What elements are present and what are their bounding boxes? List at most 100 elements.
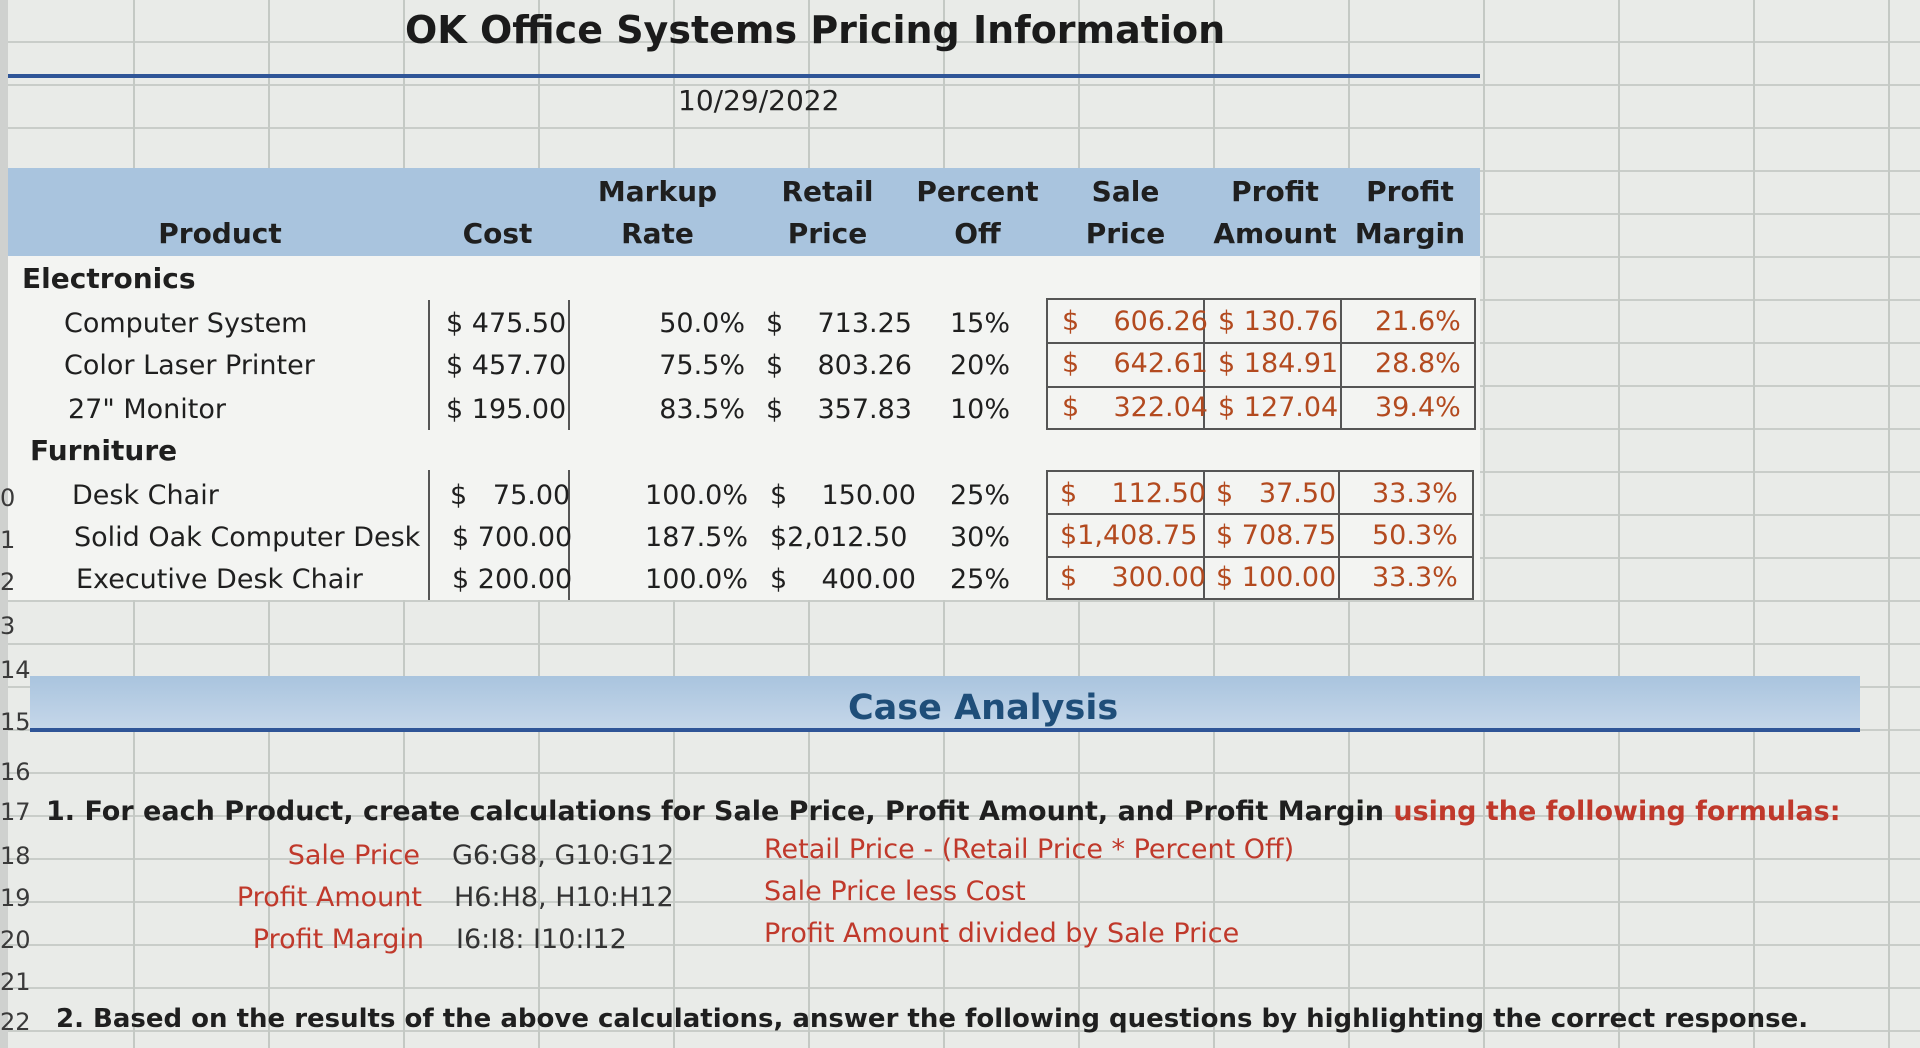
row-number[interactable]: 20 xyxy=(0,926,31,954)
header-sale-1[interactable]: Sale xyxy=(1091,175,1160,208)
cost-cell[interactable]: $ 475.50 xyxy=(446,308,567,339)
percent-cell[interactable]: 15% xyxy=(950,308,1011,339)
formula-description[interactable]: Profit Amount divided by Sale Price xyxy=(764,918,1240,949)
formula-label[interactable]: Profit Amount xyxy=(236,882,422,913)
product-cell[interactable]: Computer System xyxy=(64,308,308,339)
question-1[interactable]: 1. For each Product, create calculations… xyxy=(46,796,1841,827)
header-retail-1[interactable]: Retail xyxy=(781,175,874,208)
question-2[interactable]: 2. Based on the results of the above cal… xyxy=(56,1004,1809,1034)
row-number[interactable]: 1 xyxy=(0,526,16,554)
cost-cell[interactable]: $ 700.00 xyxy=(452,522,573,553)
formula-label[interactable]: Sale Price xyxy=(287,840,420,871)
profit-cell[interactable]: $ 100.00 xyxy=(1216,562,1337,593)
header-product[interactable]: Product xyxy=(158,217,282,250)
header-sale-2[interactable]: Price xyxy=(1085,217,1166,250)
retail-cell[interactable]: $ 713.25 xyxy=(766,308,912,339)
formula-description[interactable]: Retail Price - (Retail Price * Percent O… xyxy=(764,834,1295,865)
percent-cell[interactable]: 30% xyxy=(950,522,1011,553)
retail-cell[interactable]: $2,012.50 xyxy=(770,522,908,553)
product-cell[interactable]: 27" Monitor xyxy=(68,394,226,425)
sale-cell[interactable]: $ 642.61 xyxy=(1062,348,1208,379)
profit-cell[interactable]: $ 37.50 xyxy=(1216,478,1337,509)
margin-cell[interactable]: 28.8% xyxy=(1375,348,1461,379)
profit-cell[interactable]: $ 708.75 xyxy=(1216,520,1337,551)
markup-cell[interactable]: 75.5% xyxy=(659,350,745,381)
product-cell[interactable]: Color Laser Printer xyxy=(64,350,315,381)
cost-cell[interactable]: $ 200.00 xyxy=(452,564,573,595)
header-profit-amount-2[interactable]: Amount xyxy=(1213,217,1337,250)
calc-box-electronics xyxy=(1046,298,1476,430)
report-date[interactable]: 10/29/2022 xyxy=(678,84,840,117)
sale-cell[interactable]: $ 112.50 xyxy=(1060,478,1206,509)
row-number[interactable]: 14 xyxy=(0,656,31,684)
markup-cell[interactable]: 83.5% xyxy=(659,394,745,425)
row-number[interactable]: 0 xyxy=(0,484,16,512)
title-rule xyxy=(8,74,1480,78)
retail-cell[interactable]: $ 150.00 xyxy=(770,480,916,511)
product-cell[interactable]: Desk Chair xyxy=(72,480,219,511)
retail-cell[interactable]: $ 400.00 xyxy=(770,564,916,595)
calc-divider xyxy=(1338,470,1340,600)
sale-cell[interactable]: $ 606.26 xyxy=(1062,306,1208,337)
percent-cell[interactable]: 25% xyxy=(950,480,1011,511)
margin-cell[interactable]: 39.4% xyxy=(1375,392,1461,423)
sale-cell[interactable]: $ 322.04 xyxy=(1062,392,1208,423)
category-furniture[interactable]: Furniture xyxy=(30,434,178,467)
markup-cell[interactable]: 100.0% xyxy=(645,564,748,595)
margin-cell[interactable]: 33.3% xyxy=(1372,562,1458,593)
percent-cell[interactable]: 25% xyxy=(950,564,1011,595)
table-header-band xyxy=(8,168,1480,256)
markup-cell[interactable]: 50.0% xyxy=(659,308,745,339)
header-percent-1[interactable]: Percent xyxy=(916,175,1039,208)
sale-cell[interactable]: $ 300.00 xyxy=(1060,562,1206,593)
header-profit-margin-2[interactable]: Margin xyxy=(1354,217,1466,250)
row-number[interactable]: 21 xyxy=(0,968,31,996)
formula-range[interactable]: H6:H8, H10:H12 xyxy=(454,882,674,913)
category-electronics[interactable]: Electronics xyxy=(22,262,196,295)
row-number[interactable]: 2 xyxy=(0,568,16,596)
formula-description[interactable]: Sale Price less Cost xyxy=(764,876,1026,907)
row-number[interactable]: 16 xyxy=(0,758,31,786)
header-profit-amount-1[interactable]: Profit xyxy=(1231,175,1319,208)
product-cell[interactable]: Executive Desk Chair xyxy=(76,564,363,595)
header-retail-2[interactable]: Price xyxy=(787,217,868,250)
row-number[interactable]: 18 xyxy=(0,842,31,870)
cost-cell[interactable]: $ 75.00 xyxy=(450,480,571,511)
percent-cell[interactable]: 10% xyxy=(950,394,1011,425)
case-analysis-band xyxy=(30,676,1860,732)
formula-range[interactable]: G6:G8, G10:G12 xyxy=(452,840,675,871)
sale-cell[interactable]: $1,408.75 xyxy=(1060,520,1198,551)
percent-cell[interactable]: 20% xyxy=(950,350,1011,381)
formula-range[interactable]: I6:I8: I10:I12 xyxy=(456,924,627,955)
header-markup-2[interactable]: Rate xyxy=(621,217,694,250)
calc-divider xyxy=(1203,298,1205,430)
cost-cell[interactable]: $ 457.70 xyxy=(446,350,567,381)
header-profit-margin-1[interactable]: Profit xyxy=(1366,175,1454,208)
cost-border-right-2 xyxy=(568,470,570,600)
product-cell[interactable]: Solid Oak Computer Desk xyxy=(74,522,421,553)
question-1-text: 1. For each Product, create calculations… xyxy=(46,796,1384,827)
margin-cell[interactable]: 50.3% xyxy=(1372,520,1458,551)
row-number[interactable]: 22 xyxy=(0,1008,31,1036)
retail-cell[interactable]: $ 357.83 xyxy=(766,394,912,425)
profit-cell[interactable]: $ 184.91 xyxy=(1218,348,1339,379)
margin-cell[interactable]: 33.3% xyxy=(1372,478,1458,509)
row-number[interactable]: 17 xyxy=(0,798,31,826)
profit-cell[interactable]: $ 127.04 xyxy=(1218,392,1339,423)
case-analysis-title[interactable]: Case Analysis xyxy=(848,688,1119,728)
row-number[interactable]: 3 xyxy=(0,612,16,640)
retail-cell[interactable]: $ 803.26 xyxy=(766,350,912,381)
row-number[interactable]: 15 xyxy=(0,708,31,736)
profit-cell[interactable]: $ 130.76 xyxy=(1218,306,1339,337)
formula-label[interactable]: Profit Margin xyxy=(252,924,424,955)
cost-cell[interactable]: $ 195.00 xyxy=(446,394,567,425)
markup-cell[interactable]: 100.0% xyxy=(645,480,748,511)
question-1-emphasis: using the following formulas: xyxy=(1393,796,1841,827)
header-cost[interactable]: Cost xyxy=(462,217,533,250)
margin-cell[interactable]: 21.6% xyxy=(1375,306,1461,337)
header-markup-1[interactable]: Markup xyxy=(597,175,718,208)
markup-cell[interactable]: 187.5% xyxy=(645,522,748,553)
header-percent-2[interactable]: Off xyxy=(954,217,1001,250)
row-number[interactable]: 19 xyxy=(0,884,31,912)
cost-border-left-2 xyxy=(428,470,430,600)
